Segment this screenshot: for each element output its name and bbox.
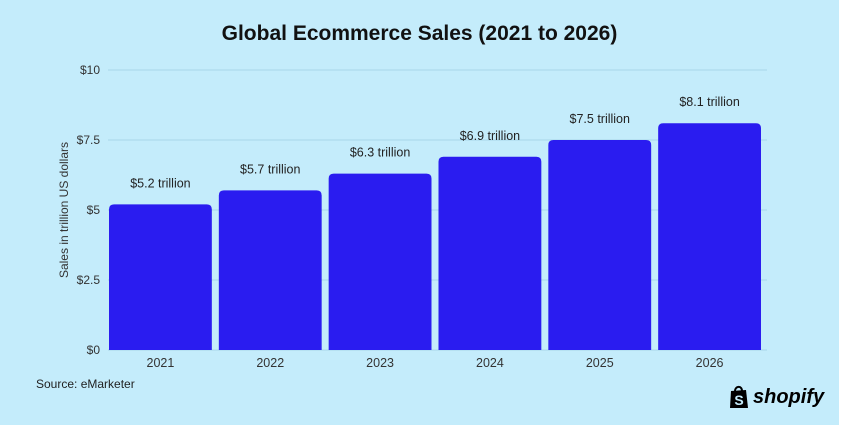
- y-tick-label: $5: [87, 203, 101, 217]
- x-tick-label: 2023: [366, 356, 394, 370]
- x-tick-label: 2025: [586, 356, 614, 370]
- y-tick-label: $7.5: [77, 133, 101, 147]
- data-label: $6.3 trillion: [350, 146, 410, 160]
- y-tick-label: $10: [80, 63, 100, 77]
- data-label: $6.9 trillion: [460, 129, 520, 143]
- bar-2025: [548, 140, 652, 350]
- x-tick-label: 2026: [696, 356, 724, 370]
- bar-2026: [658, 123, 761, 350]
- y-tick-label: $0: [87, 343, 101, 357]
- y-tick-label: $2.5: [77, 273, 101, 287]
- bar-2022: [218, 190, 322, 350]
- svg-text:S: S: [734, 392, 743, 408]
- chart-title: Global Ecommerce Sales (2021 to 2026): [221, 22, 618, 45]
- x-tick-label: 2021: [147, 356, 175, 370]
- x-tick-label: 2024: [476, 356, 504, 370]
- data-label: $5.7 trillion: [240, 162, 300, 176]
- bar-2021: [109, 204, 212, 350]
- data-label: $7.5 trillion: [570, 112, 630, 126]
- shopping-bag-icon: S: [730, 385, 748, 408]
- data-label: $5.2 trillion: [130, 176, 190, 190]
- bar-2024: [438, 156, 542, 350]
- data-label: $8.1 trillion: [679, 95, 739, 109]
- shopify-logo: S shopify: [729, 385, 824, 409]
- x-tick-label: 2022: [256, 356, 284, 370]
- source-note: Source: eMarketer: [36, 377, 135, 391]
- bar-2023: [328, 173, 432, 350]
